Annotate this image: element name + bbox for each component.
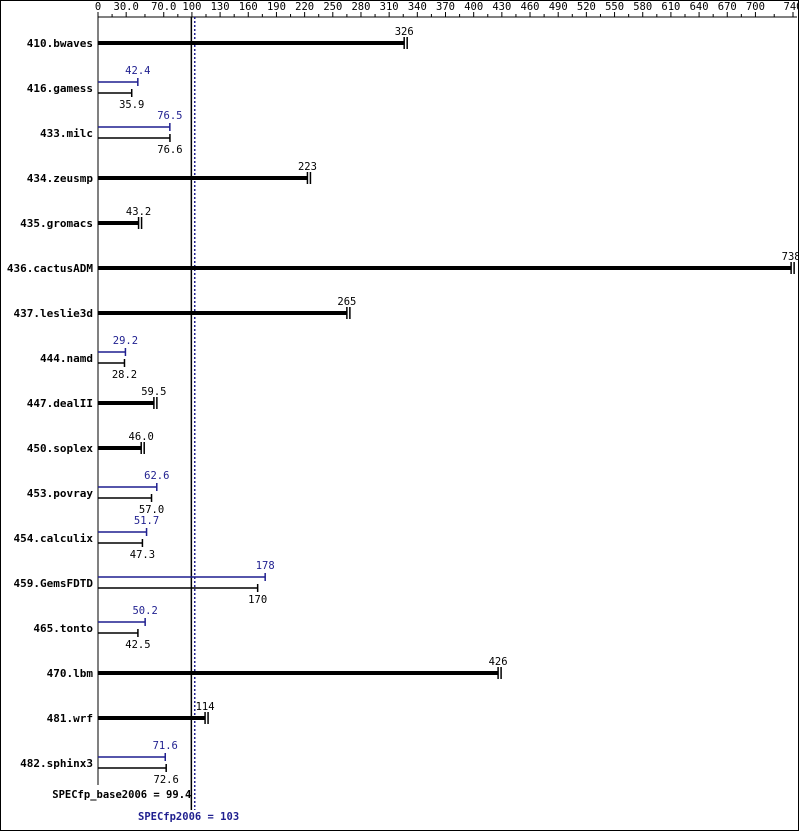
x-tick-label: 550 (605, 1, 624, 13)
value-label: 29.2 (113, 335, 138, 347)
x-tick-label: 490 (549, 1, 568, 13)
value-label: 42.5 (125, 639, 150, 651)
category-label: 437.leslie3d (14, 307, 93, 320)
category-label: 454.calculix (14, 532, 94, 545)
category-label: 470.lbm (47, 667, 94, 680)
value-label: 57.0 (139, 504, 164, 516)
value-label: 76.6 (157, 144, 182, 156)
category-label: 481.wrf (47, 712, 93, 725)
category-label: 482.sphinx3 (20, 757, 93, 770)
base-score-label: SPECfp_base2006 = 99.4 (52, 789, 191, 801)
x-tick-label: 30.0 (114, 1, 139, 13)
value-label: 114 (196, 701, 215, 713)
x-tick-label: 250 (323, 1, 342, 13)
value-label: 28.2 (112, 369, 137, 381)
value-label: 35.9 (119, 99, 144, 111)
value-label: 76.5 (157, 110, 182, 122)
value-label: 51.7 (134, 515, 159, 527)
x-tick-label: 370 (436, 1, 455, 13)
x-tick-label: 130 (211, 1, 230, 13)
category-label: 416.gamess (27, 82, 93, 95)
peak-score-label: SPECfp2006 = 103 (138, 811, 239, 823)
x-tick-label: 430 (492, 1, 511, 13)
value-label: 223 (298, 161, 317, 173)
x-tick-label: 740 (784, 1, 799, 13)
x-tick-label: 700 (746, 1, 765, 13)
x-tick-label: 670 (718, 1, 737, 13)
x-tick-label: 520 (577, 1, 596, 13)
category-label: 444.namd (40, 352, 93, 365)
x-tick-label: 460 (521, 1, 540, 13)
x-tick-label: 280 (351, 1, 370, 13)
category-label: 434.zeusmp (27, 172, 94, 185)
value-label: 178 (256, 560, 275, 572)
value-label: 326 (395, 26, 414, 38)
x-tick-label: 160 (239, 1, 258, 13)
value-label: 265 (337, 296, 356, 308)
x-tick-label: 70.0 (151, 1, 176, 13)
category-label: 435.gromacs (20, 217, 93, 230)
value-label: 43.2 (126, 206, 151, 218)
value-label: 42.4 (125, 65, 150, 77)
value-label: 47.3 (130, 549, 155, 561)
category-label: 465.tonto (33, 622, 93, 635)
category-label: 436.cactusADM (7, 262, 93, 275)
value-label: 46.0 (129, 431, 154, 443)
value-label: 71.6 (153, 740, 178, 752)
category-label: 447.dealII (27, 397, 93, 410)
x-tick-label: 190 (267, 1, 286, 13)
value-label: 62.6 (144, 470, 169, 482)
value-label: 170 (248, 594, 267, 606)
x-tick-label: 580 (633, 1, 652, 13)
x-tick-label: 100 (182, 1, 201, 13)
x-tick-label: 340 (408, 1, 427, 13)
value-label: 59.5 (141, 386, 166, 398)
x-tick-label: 400 (464, 1, 483, 13)
x-tick-label: 610 (661, 1, 680, 13)
category-label: 453.povray (27, 487, 94, 500)
category-label: 410.bwaves (27, 37, 93, 50)
category-label: 450.soplex (27, 442, 94, 455)
value-label: 426 (489, 656, 508, 668)
x-tick-label: 220 (295, 1, 314, 13)
value-label: 738 (782, 251, 799, 263)
value-label: 50.2 (132, 605, 157, 617)
category-label: 459.GemsFDTD (14, 577, 94, 590)
x-tick-label: 0 (95, 1, 101, 13)
x-tick-label: 640 (690, 1, 709, 13)
x-tick-label: 310 (380, 1, 399, 13)
value-label: 72.6 (154, 774, 179, 786)
category-label: 433.milc (40, 127, 93, 140)
